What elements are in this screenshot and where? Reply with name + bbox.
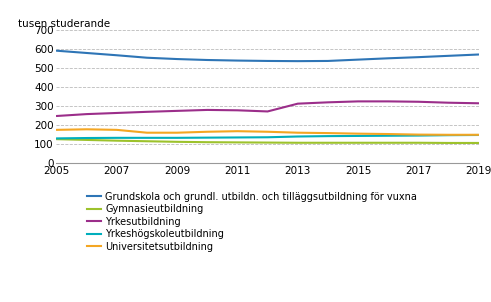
Grundskola och grundl. utbildn. och tilläggsutbildning för vuxna (295, 59, 300, 63)
Yrkeshögskoleutbildning (325, 134, 331, 138)
Yrkeshögskoleutbildning (144, 136, 150, 140)
Grundskola och grundl. utbildn. och tilläggsutbildning för vuxna (235, 59, 241, 63)
Line: Universitetsutbildning: Universitetsutbildning (56, 129, 479, 135)
Line: Yrkesutbildning: Yrkesutbildning (56, 101, 479, 116)
Yrkeshögskoleutbildning (114, 136, 120, 140)
Universitetsutbildning (325, 131, 331, 135)
Universitetsutbildning (204, 130, 210, 133)
Grundskola och grundl. utbildn. och tilläggsutbildning för vuxna (385, 56, 391, 60)
Yrkeshögskoleutbildning (174, 136, 180, 140)
Gymnasieutbildning (204, 140, 210, 144)
Gymnasieutbildning (295, 141, 300, 145)
Yrkeshögskoleutbildning (476, 133, 482, 137)
Grundskola och grundl. utbildn. och tilläggsutbildning för vuxna (415, 55, 421, 59)
Yrkeshögskoleutbildning (295, 135, 300, 138)
Yrkesutbildning (385, 100, 391, 103)
Line: Grundskola och grundl. utbildn. och tilläggsutbildning för vuxna: Grundskola och grundl. utbildn. och till… (56, 51, 479, 61)
Universitetsutbildning (174, 131, 180, 134)
Gymnasieutbildning (476, 141, 482, 145)
Yrkeshögskoleutbildning (54, 137, 59, 140)
Yrkesutbildning (265, 110, 271, 113)
Yrkeshögskoleutbildning (446, 133, 452, 137)
Universitetsutbildning (83, 127, 89, 131)
Grundskola och grundl. utbildn. och tilläggsutbildning för vuxna (265, 59, 271, 63)
Grundskola och grundl. utbildn. och tilläggsutbildning för vuxna (476, 53, 482, 56)
Yrkesutbildning (476, 101, 482, 105)
Universitetsutbildning (415, 133, 421, 137)
Grundskola och grundl. utbildn. och tilläggsutbildning för vuxna (325, 59, 331, 63)
Legend: Grundskola och grundl. utbildn. och tilläggsutbildning för vuxna, Gymnasieutbild: Grundskola och grundl. utbildn. och till… (87, 192, 417, 252)
Text: tusen studerande: tusen studerande (19, 19, 110, 29)
Yrkesutbildning (83, 112, 89, 116)
Yrkesutbildning (114, 111, 120, 115)
Yrkeshögskoleutbildning (385, 134, 391, 137)
Universitetsutbildning (295, 131, 300, 134)
Yrkeshögskoleutbildning (265, 136, 271, 139)
Grundskola och grundl. utbildn. och tilläggsutbildning för vuxna (114, 53, 120, 57)
Universitetsutbildning (476, 133, 482, 137)
Gymnasieutbildning (174, 140, 180, 144)
Universitetsutbildning (114, 128, 120, 132)
Yrkesutbildning (54, 114, 59, 118)
Gymnasieutbildning (235, 140, 241, 144)
Yrkesutbildning (355, 100, 361, 103)
Grundskola och grundl. utbildn. och tilläggsutbildning för vuxna (446, 54, 452, 58)
Universitetsutbildning (355, 132, 361, 136)
Gymnasieutbildning (83, 138, 89, 142)
Grundskola och grundl. utbildn. och tilläggsutbildning för vuxna (204, 58, 210, 62)
Yrkeshögskoleutbildning (83, 136, 89, 140)
Yrkeshögskoleutbildning (355, 134, 361, 138)
Universitetsutbildning (385, 132, 391, 136)
Gymnasieutbildning (355, 141, 361, 145)
Gymnasieutbildning (446, 141, 452, 145)
Yrkeshögskoleutbildning (204, 136, 210, 140)
Yrkesutbildning (446, 101, 452, 104)
Yrkesutbildning (415, 100, 421, 104)
Universitetsutbildning (144, 131, 150, 134)
Yrkesutbildning (235, 108, 241, 112)
Yrkesutbildning (144, 110, 150, 114)
Gymnasieutbildning (325, 141, 331, 145)
Yrkesutbildning (325, 101, 331, 104)
Grundskola och grundl. utbildn. och tilläggsutbildning för vuxna (355, 58, 361, 61)
Gymnasieutbildning (54, 137, 59, 141)
Line: Yrkeshögskoleutbildning: Yrkeshögskoleutbildning (56, 135, 479, 138)
Yrkeshögskoleutbildning (235, 136, 241, 139)
Gymnasieutbildning (114, 139, 120, 143)
Grundskola och grundl. utbildn. och tilläggsutbildning för vuxna (144, 56, 150, 59)
Yrkesutbildning (174, 109, 180, 113)
Gymnasieutbildning (144, 140, 150, 143)
Yrkeshögskoleutbildning (415, 134, 421, 137)
Gymnasieutbildning (415, 141, 421, 145)
Universitetsutbildning (446, 133, 452, 137)
Universitetsutbildning (54, 128, 59, 132)
Universitetsutbildning (265, 130, 271, 133)
Grundskola och grundl. utbildn. och tilläggsutbildning för vuxna (83, 51, 89, 55)
Gymnasieutbildning (265, 141, 271, 144)
Yrkesutbildning (204, 108, 210, 112)
Grundskola och grundl. utbildn. och tilläggsutbildning för vuxna (54, 49, 59, 53)
Grundskola och grundl. utbildn. och tilläggsutbildning för vuxna (174, 57, 180, 61)
Yrkesutbildning (295, 102, 300, 105)
Line: Gymnasieutbildning: Gymnasieutbildning (56, 139, 479, 143)
Universitetsutbildning (235, 129, 241, 133)
Gymnasieutbildning (385, 141, 391, 145)
